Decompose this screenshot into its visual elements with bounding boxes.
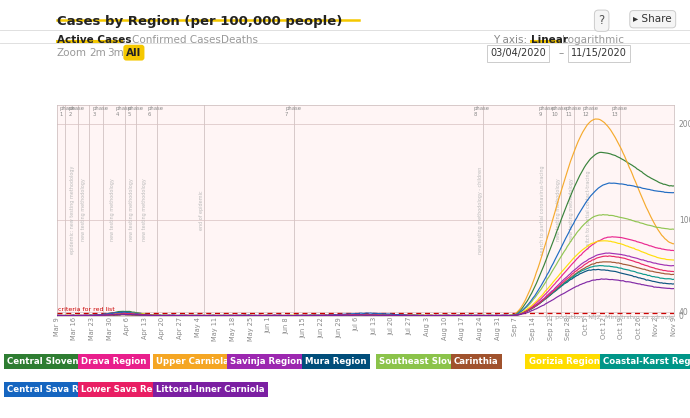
- Text: Littoral-Inner Carniola: Littoral-Inner Carniola: [156, 385, 264, 394]
- Text: Linear: Linear: [531, 35, 569, 45]
- Text: Coastal-Karst Region: Coastal-Karst Region: [603, 357, 690, 366]
- Text: Southeast Slovenia: Southeast Slovenia: [380, 357, 474, 366]
- Text: Y axis:: Y axis:: [493, 35, 527, 45]
- Text: phase
11: phase 11: [565, 106, 582, 117]
- Text: phase
12: phase 12: [583, 106, 599, 117]
- Text: Upper Carniola Region: Upper Carniola Region: [156, 357, 266, 366]
- Text: phase
9: phase 9: [538, 106, 554, 117]
- Text: Central Slovenia: Central Slovenia: [7, 357, 87, 366]
- Text: Savinja Region: Savinja Region: [230, 357, 303, 366]
- Text: phase
8: phase 8: [473, 106, 489, 117]
- Text: phase
4: phase 4: [116, 106, 132, 117]
- Text: phase
13: phase 13: [611, 106, 627, 117]
- Text: phase
7: phase 7: [285, 106, 301, 117]
- Text: vir podatkov: NIJZ, Ministrstvo za zdravje: vir podatkov: NIJZ, Ministrstvo za zdrav…: [545, 315, 674, 320]
- Text: new testing methodology: new testing methodology: [110, 178, 115, 242]
- Text: phase
6: phase 6: [148, 106, 164, 117]
- Text: new testing methodology: new testing methodology: [142, 178, 147, 242]
- Text: epidemic: new testing methodology: epidemic: new testing methodology: [70, 166, 75, 254]
- Text: new testing methodology: new testing methodology: [569, 178, 574, 242]
- Text: Cases by Region (per 100,000 people): Cases by Region (per 100,000 people): [57, 15, 342, 28]
- Text: end of epidemic: end of epidemic: [199, 190, 204, 230]
- Text: 11/15/2020: 11/15/2020: [571, 48, 627, 59]
- Text: Carinthia: Carinthia: [454, 357, 499, 366]
- Text: new testing methodology: new testing methodology: [130, 178, 135, 242]
- Text: phase
5: phase 5: [128, 106, 144, 117]
- Text: search to partial coronavirus-tracing: search to partial coronavirus-tracing: [540, 165, 545, 255]
- Text: Lower Sava Region: Lower Sava Region: [81, 385, 174, 394]
- Text: Active Cases: Active Cases: [57, 35, 131, 45]
- Text: phase
1: phase 1: [59, 106, 75, 117]
- Text: Central Sava Region: Central Sava Region: [7, 385, 106, 394]
- Text: ▸ Share: ▸ Share: [633, 14, 672, 24]
- Text: 2m: 2m: [90, 48, 106, 58]
- Text: switch to partial contact-tracing: switch to partial contact-tracing: [586, 171, 591, 250]
- Text: 03/04/2020: 03/04/2020: [490, 48, 546, 59]
- Text: Drava Region: Drava Region: [81, 357, 147, 366]
- Text: 3m: 3m: [107, 48, 124, 58]
- Text: new testing methodology - children: new testing methodology - children: [477, 166, 483, 254]
- Text: phase
2: phase 2: [69, 106, 85, 117]
- Text: Logarithmic: Logarithmic: [562, 35, 624, 45]
- Text: criteria for red list: criteria for red list: [59, 307, 115, 312]
- Text: –: –: [559, 48, 564, 58]
- Text: ?: ?: [598, 14, 605, 27]
- Text: new testing methodology: new testing methodology: [555, 178, 560, 242]
- Text: Confirmed Cases: Confirmed Cases: [132, 35, 221, 45]
- Text: phase
3: phase 3: [92, 106, 108, 117]
- Text: Zoom: Zoom: [57, 48, 86, 58]
- Text: Gorizia Region: Gorizia Region: [529, 357, 600, 366]
- Text: phase
10: phase 10: [552, 106, 568, 117]
- Text: All: All: [126, 48, 141, 58]
- Text: Mura Region: Mura Region: [305, 357, 366, 366]
- Text: Deaths: Deaths: [221, 35, 258, 45]
- Text: new testing methodology: new testing methodology: [81, 178, 86, 242]
